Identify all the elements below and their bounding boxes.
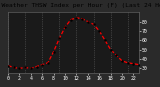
Text: Milwaukee Weather THSW Index per Hour (F) (Last 24 Hours): Milwaukee Weather THSW Index per Hour (F… [0,3,160,8]
